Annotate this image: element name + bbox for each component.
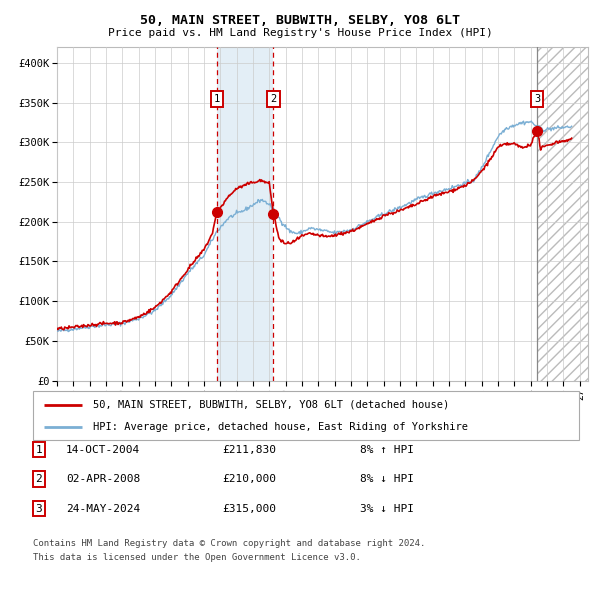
Text: 14-OCT-2004: 14-OCT-2004 <box>66 445 140 454</box>
Text: £210,000: £210,000 <box>222 474 276 484</box>
Text: 50, MAIN STREET, BUBWITH, SELBY, YO8 6LT (detached house): 50, MAIN STREET, BUBWITH, SELBY, YO8 6LT… <box>93 399 449 409</box>
Text: £211,830: £211,830 <box>222 445 276 454</box>
Text: 50, MAIN STREET, BUBWITH, SELBY, YO8 6LT: 50, MAIN STREET, BUBWITH, SELBY, YO8 6LT <box>140 14 460 27</box>
Bar <box>537 47 588 381</box>
Text: 02-APR-2008: 02-APR-2008 <box>66 474 140 484</box>
Text: 3: 3 <box>534 94 541 104</box>
Text: 2: 2 <box>35 474 43 484</box>
Text: £315,000: £315,000 <box>222 504 276 513</box>
Text: 2: 2 <box>271 94 277 104</box>
Bar <box>217 47 274 381</box>
Text: Price paid vs. HM Land Registry's House Price Index (HPI): Price paid vs. HM Land Registry's House … <box>107 28 493 38</box>
FancyBboxPatch shape <box>33 391 579 440</box>
Text: Contains HM Land Registry data © Crown copyright and database right 2024.: Contains HM Land Registry data © Crown c… <box>33 539 425 548</box>
Text: 24-MAY-2024: 24-MAY-2024 <box>66 504 140 513</box>
Text: 3% ↓ HPI: 3% ↓ HPI <box>360 504 414 513</box>
Text: HPI: Average price, detached house, East Riding of Yorkshire: HPI: Average price, detached house, East… <box>93 422 468 432</box>
Text: This data is licensed under the Open Government Licence v3.0.: This data is licensed under the Open Gov… <box>33 553 361 562</box>
Text: 1: 1 <box>214 94 220 104</box>
Text: 8% ↓ HPI: 8% ↓ HPI <box>360 474 414 484</box>
Text: 3: 3 <box>35 504 43 513</box>
Text: 8% ↑ HPI: 8% ↑ HPI <box>360 445 414 454</box>
Text: 1: 1 <box>35 445 43 454</box>
